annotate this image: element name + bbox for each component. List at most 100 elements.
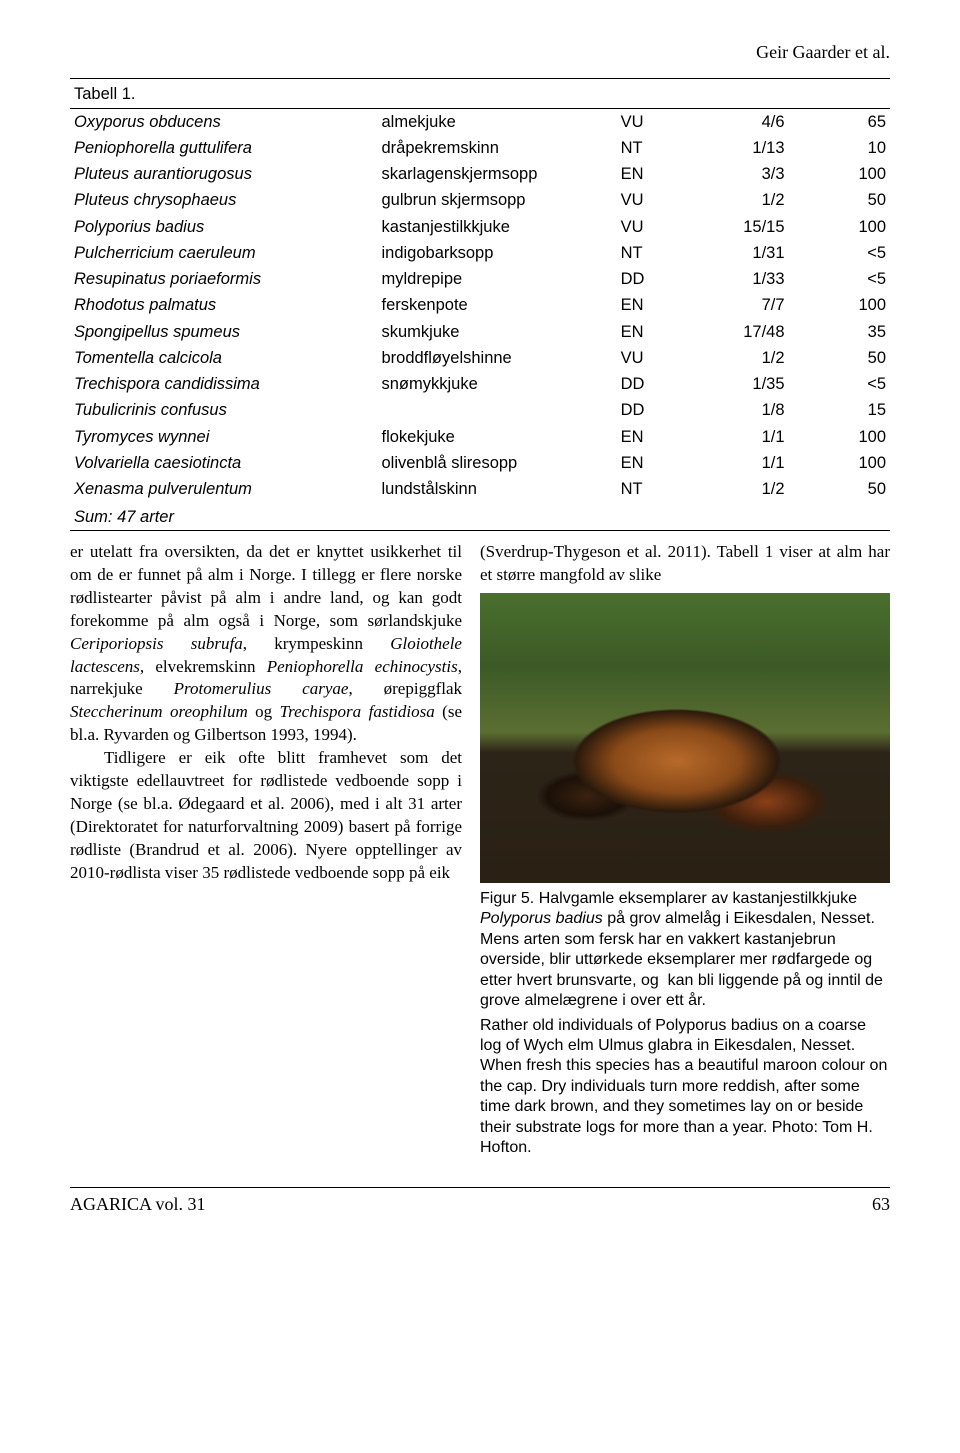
- cell-scientific-name: Tomentella calcicola: [70, 345, 377, 371]
- cell-scientific-name: Pluteus chrysophaeus: [70, 187, 377, 213]
- right-column: (Sverdrup-Thygeson et al. 2011). Tabell …: [480, 541, 890, 1159]
- species-name: Steccherinum oreophilum: [70, 702, 248, 721]
- cell-scientific-name: Oxyporus obducens: [70, 109, 377, 135]
- cell-common-name: almekjuke: [377, 109, 616, 135]
- cell-scientific-name: Spongipellus spumeus: [70, 319, 377, 345]
- cell-status-code: EN: [617, 424, 702, 450]
- figure-caption-english: Rather old individuals of Polyporus badi…: [480, 1016, 890, 1159]
- body-columns: er utelatt fra oversikten, da det er kny…: [70, 541, 890, 1159]
- cell-common-name: flokekjuke: [377, 424, 616, 450]
- sum-label: Sum: 47 arter: [70, 503, 377, 530]
- body-text: Tidligere er eik ofte blitt framhevet so…: [70, 748, 462, 882]
- cell-status-code: DD: [617, 371, 702, 397]
- cell-scientific-name: Peniophorella guttulifera: [70, 135, 377, 161]
- table-row: Trechispora candidissimasnømykkjukeDD1/3…: [70, 371, 890, 397]
- body-text: , krympeskinn: [243, 634, 391, 653]
- journal-name: AGARICA vol. 31: [70, 1192, 206, 1216]
- cell-common-name: indigobarksopp: [377, 240, 616, 266]
- cell-fraction: 1/33: [702, 266, 804, 292]
- cell-status-code: DD: [617, 266, 702, 292]
- caption-text: Figur 5. Halvgamle eksemplarer av kastan…: [480, 890, 857, 907]
- cell-fraction: 15/15: [702, 214, 804, 240]
- species-name: Ceriporiopsis subrufa: [70, 634, 243, 653]
- cell-percent: <5: [805, 240, 890, 266]
- species-name: Ulmus glabra: [598, 1037, 697, 1054]
- cell-fraction: 1/35: [702, 371, 804, 397]
- cell-scientific-name: Trechispora candidissima: [70, 371, 377, 397]
- cell-percent: 100: [805, 161, 890, 187]
- cell-percent: 100: [805, 292, 890, 318]
- cell-status-code: NT: [617, 476, 702, 502]
- table-sum-row: Sum: 47 arter: [70, 503, 890, 530]
- body-paragraph-2: Tidligere er eik ofte blitt framhevet so…: [70, 747, 462, 885]
- table-caption: Tabell 1.: [70, 79, 890, 108]
- cell-fraction: 7/7: [702, 292, 804, 318]
- cell-status-code: VU: [617, 109, 702, 135]
- table-row: Polyporius badiuskastanjestilkkjukeVU15/…: [70, 214, 890, 240]
- cell-percent: 15: [805, 397, 890, 423]
- cell-common-name: lundstålskinn: [377, 476, 616, 502]
- table-row: Peniophorella guttuliferadråpekremskinnN…: [70, 135, 890, 161]
- cell-percent: 65: [805, 109, 890, 135]
- cell-percent: 100: [805, 214, 890, 240]
- cell-status-code: DD: [617, 397, 702, 423]
- page-number: 63: [872, 1192, 890, 1216]
- body-paragraph-1: er utelatt fra oversikten, da det er kny…: [70, 541, 462, 747]
- body-text: , elvekremskinn: [140, 657, 267, 676]
- table-row: Rhodotus palmatusferskenpoteEN7/7100: [70, 292, 890, 318]
- cell-fraction: 1/31: [702, 240, 804, 266]
- cell-scientific-name: Xenasma pulverulentum: [70, 476, 377, 502]
- table-row: Pluteus chrysophaeusgulbrun skjermsoppVU…: [70, 187, 890, 213]
- cell-status-code: EN: [617, 450, 702, 476]
- cell-common-name: olivenblå sliresopp: [377, 450, 616, 476]
- figure-caption-norwegian: Figur 5. Halvgamle eksemplarer av kastan…: [480, 889, 890, 1012]
- table-row: Spongipellus spumeusskumkjukeEN17/4835: [70, 319, 890, 345]
- cell-fraction: 4/6: [702, 109, 804, 135]
- cell-percent: 10: [805, 135, 890, 161]
- cell-percent: <5: [805, 371, 890, 397]
- table-row: Tyromyces wynneiflokekjukeEN1/1100: [70, 424, 890, 450]
- cell-status-code: NT: [617, 135, 702, 161]
- cell-fraction: 3/3: [702, 161, 804, 187]
- cell-scientific-name: Tubulicrinis confusus: [70, 397, 377, 423]
- right-intro-text: (Sverdrup-Thygeson et al. 2011). Tabell …: [480, 541, 890, 587]
- cell-common-name: skumkjuke: [377, 319, 616, 345]
- cell-common-name: dråpekremskinn: [377, 135, 616, 161]
- species-table-container: Tabell 1. Oxyporus obducensalmekjukeVU4/…: [70, 78, 890, 531]
- cell-status-code: EN: [617, 292, 702, 318]
- body-text: er utelatt fra oversikten, da det er kny…: [70, 542, 462, 630]
- cell-scientific-name: Volvariella caesiotincta: [70, 450, 377, 476]
- table-row: Volvariella caesiotinctaolivenblå slires…: [70, 450, 890, 476]
- cell-status-code: EN: [617, 161, 702, 187]
- cell-percent: <5: [805, 266, 890, 292]
- cell-common-name: gulbrun skjermsopp: [377, 187, 616, 213]
- cell-percent: 100: [805, 450, 890, 476]
- cell-fraction: 1/2: [702, 476, 804, 502]
- species-table: Oxyporus obducensalmekjukeVU4/665Penioph…: [70, 109, 890, 530]
- cell-common-name: snømykkjuke: [377, 371, 616, 397]
- table-row: Xenasma pulverulentumlundstålskinnNT1/25…: [70, 476, 890, 502]
- cell-scientific-name: Rhodotus palmatus: [70, 292, 377, 318]
- species-name: Peniophorella echinocystis: [267, 657, 458, 676]
- cell-status-code: VU: [617, 214, 702, 240]
- cell-common-name: broddfløyelshinne: [377, 345, 616, 371]
- cell-fraction: 1/2: [702, 345, 804, 371]
- caption-text: in Eikesdalen, Nesset. When fresh this s…: [480, 1037, 887, 1156]
- cell-fraction: 1/2: [702, 187, 804, 213]
- cell-scientific-name: Pluteus aurantiorugosus: [70, 161, 377, 187]
- cell-percent: 100: [805, 424, 890, 450]
- body-text: , ørepiggflak: [348, 679, 462, 698]
- cell-fraction: 17/48: [702, 319, 804, 345]
- cell-common-name: kastanjestilkkjuke: [377, 214, 616, 240]
- cell-fraction: 1/1: [702, 450, 804, 476]
- cell-percent: 50: [805, 345, 890, 371]
- cell-fraction: 1/13: [702, 135, 804, 161]
- species-name: Protomerulius caryae: [174, 679, 349, 698]
- cell-fraction: 1/1: [702, 424, 804, 450]
- author-header: Geir Gaarder et al.: [70, 40, 890, 64]
- cell-scientific-name: Pulcherricium caeruleum: [70, 240, 377, 266]
- cell-common-name: myldrepipe: [377, 266, 616, 292]
- cell-percent: 50: [805, 187, 890, 213]
- cell-scientific-name: Resupinatus poriaeformis: [70, 266, 377, 292]
- cell-percent: 35: [805, 319, 890, 345]
